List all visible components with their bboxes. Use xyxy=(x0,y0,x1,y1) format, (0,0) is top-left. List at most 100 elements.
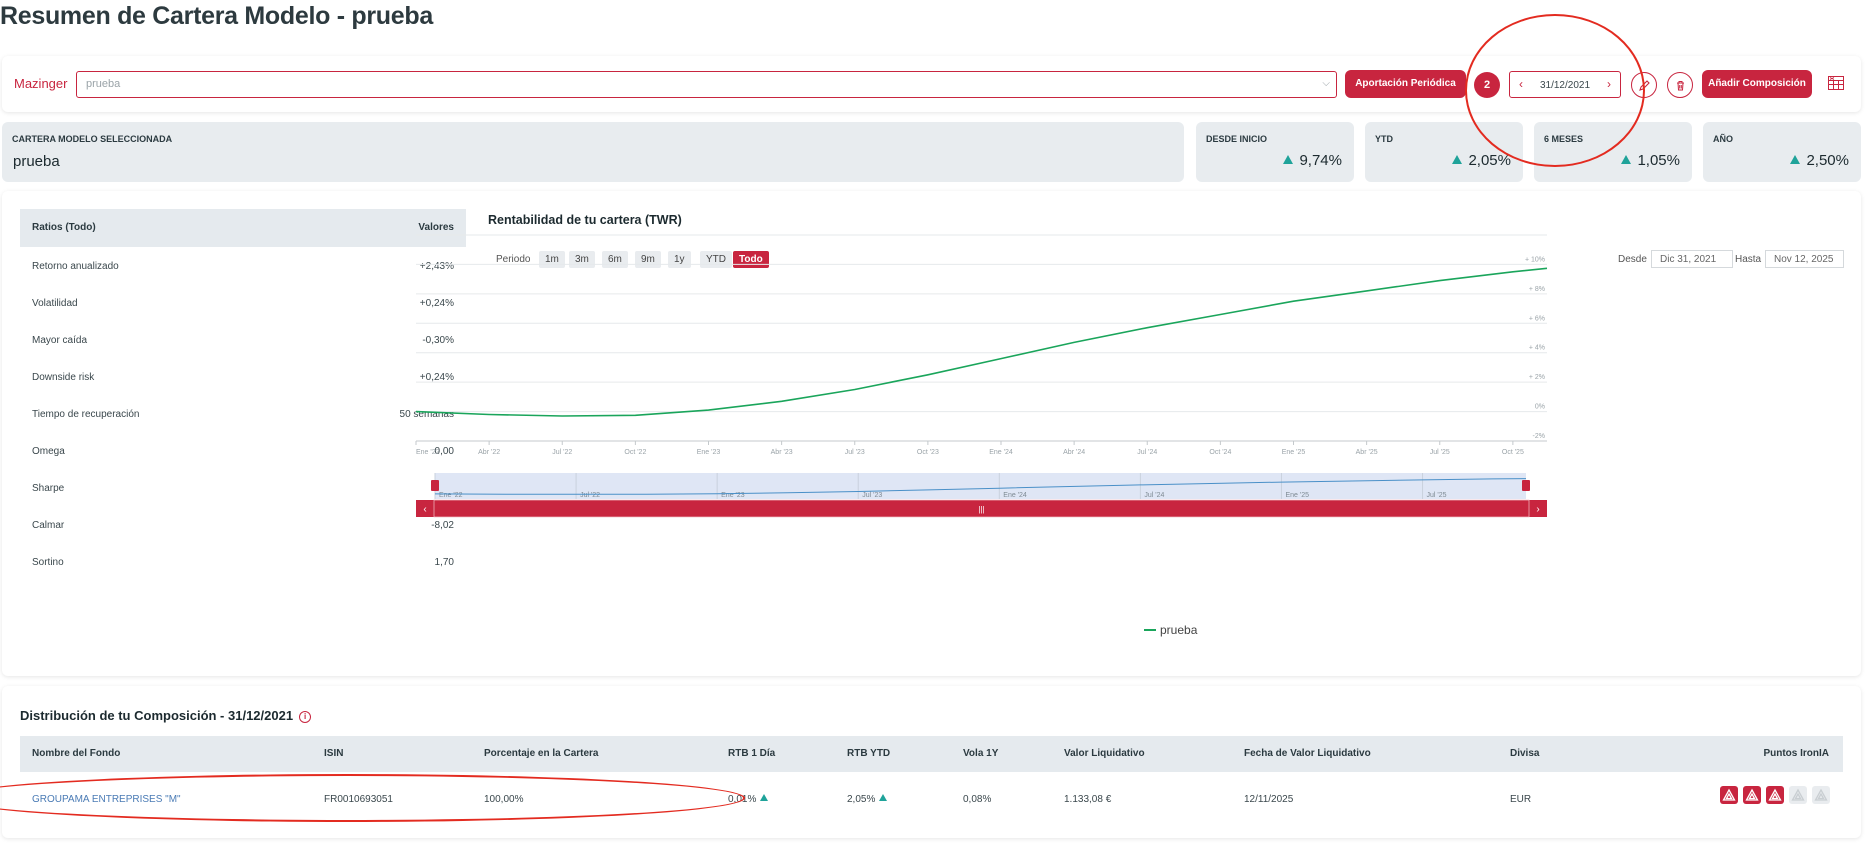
x-tick-label: Abr '24 xyxy=(1063,449,1085,456)
x-tick-label: Ene '25 xyxy=(1282,449,1306,456)
ratio-row: Volatilidad +0,24% xyxy=(20,298,466,318)
stat-card-ytd: YTD 2,05% xyxy=(1365,122,1523,182)
delete-button[interactable] xyxy=(1667,72,1693,98)
navigator-tick-label: Ene '22 xyxy=(439,492,463,499)
ratio-row: Retorno anualizado +2,43% xyxy=(20,261,466,281)
x-tick-label: Ene '22 xyxy=(416,449,440,456)
navigator-tick-label: Ene '23 xyxy=(721,492,745,499)
table-cell-isin: FR0010693051 xyxy=(324,794,393,805)
distribution-title: Distribución de tu Composición - 31/12/2… xyxy=(20,708,312,723)
period-button-9m[interactable]: 9m xyxy=(635,251,661,268)
period-button-6m[interactable]: 6m xyxy=(602,251,628,268)
up-arrow-icon xyxy=(1790,155,1801,164)
composition-date: 31/12/2021 xyxy=(1539,80,1591,91)
selected-portfolio-card: CARTERA MODELO SELECCIONADA prueba xyxy=(2,122,1184,182)
ironia-point-icon xyxy=(1743,786,1761,804)
column-header[interactable]: Porcentaje en la Cartera xyxy=(484,748,599,759)
ratio-label: Mayor caída xyxy=(32,335,88,346)
stat-card-desde-inicio: DESDE INICIO 9,74% xyxy=(1196,122,1354,182)
x-tick-label: Jul '25 xyxy=(1430,449,1450,456)
ratio-label: Tiempo de recuperación xyxy=(32,409,140,420)
ratio-label: Omega xyxy=(32,446,65,457)
navigator-scrollbar-thumb xyxy=(433,499,1530,518)
pencil-icon xyxy=(1639,80,1650,91)
column-header[interactable]: Valor Liquidativo xyxy=(1064,748,1145,759)
selected-portfolio-value: prueba xyxy=(13,153,60,170)
up-arrow-icon xyxy=(1283,155,1294,164)
chart-legend-item[interactable]: prueba xyxy=(1144,623,1197,637)
performance-chart[interactable]: -2% 0% + 2% + 4% + 6% + 8% + 10% Ene '22 Abr '22… xyxy=(2,191,1861,621)
y-tick-label: + 6% xyxy=(1529,315,1545,322)
navigator-handle xyxy=(431,480,439,491)
period-button-ytd[interactable]: YTD xyxy=(700,251,732,268)
x-tick-label: Oct '23 xyxy=(917,449,939,456)
period-button-todo[interactable]: Todo xyxy=(733,251,769,268)
ratio-label: Sharpe xyxy=(32,483,65,494)
scroll-left-arrow: ‹ xyxy=(423,504,426,515)
ironia-point-icon xyxy=(1720,786,1738,804)
excel-export-icon[interactable] xyxy=(1828,76,1844,95)
ratio-row: Omega 0,00 xyxy=(20,446,466,466)
ratio-value: 1,70 xyxy=(434,557,454,568)
x-tick-label: Abr '22 xyxy=(478,449,500,456)
stat-label: YTD xyxy=(1375,134,1393,144)
ratio-row: Tiempo de recuperación 50 semanas xyxy=(20,409,466,429)
page-title: Resumen de Cartera Modelo - prueba xyxy=(0,2,433,30)
stat-label: DESDE INICIO xyxy=(1206,134,1268,144)
portfolio-toolbar: Mazinger prueba ⌵ Aportación Periódica 2… xyxy=(2,56,1861,112)
navigator-handle xyxy=(1522,480,1530,491)
ironia-point-icon xyxy=(1766,786,1784,804)
navigator-tick-label: Jul '22 xyxy=(580,492,600,499)
hasta-input[interactable]: Nov 12, 2025 xyxy=(1765,250,1844,268)
column-header[interactable]: Fecha de Valor Liquidativo xyxy=(1244,748,1371,759)
edit-button[interactable] xyxy=(1631,72,1657,98)
y-tick-label: 0% xyxy=(1535,404,1545,411)
stat-card-6-meses: 6 MESES 1,05% xyxy=(1534,122,1692,182)
x-tick-label: Ene '24 xyxy=(989,449,1013,456)
portfolio-select-value: prueba xyxy=(86,78,121,90)
period-button-3m[interactable]: 3m xyxy=(569,251,595,268)
stat-label: AÑO xyxy=(1713,134,1733,144)
chevron-right-icon[interactable]: › xyxy=(1607,77,1611,91)
column-header[interactable]: RTB YTD xyxy=(847,748,891,759)
date-navigator: ‹ 31/12/2021 › xyxy=(1509,71,1621,98)
x-tick-label: Jul '23 xyxy=(845,449,865,456)
portfolio-select[interactable]: prueba ⌵ xyxy=(76,71,1337,98)
stat-value: 9,74% xyxy=(1283,152,1342,169)
table-cell-rtb1d: 0,01% xyxy=(728,794,769,805)
ratio-value: -0,30% xyxy=(422,335,454,346)
x-tick-label: Abr '23 xyxy=(771,449,793,456)
x-tick-label: Oct '24 xyxy=(1209,449,1231,456)
info-icon[interactable]: i xyxy=(299,711,312,723)
ironia-point-icon xyxy=(1812,786,1830,804)
periodic-contribution-button[interactable]: Aportación Periódica xyxy=(1345,70,1466,98)
period-button-1y[interactable]: 1y xyxy=(668,251,691,268)
ratio-value: -8,02 xyxy=(431,520,454,531)
stat-value: 2,50% xyxy=(1790,152,1849,169)
x-tick-label: Oct '22 xyxy=(624,449,646,456)
table-cell-vl: 1.133,08 € xyxy=(1064,794,1112,805)
add-composition-button[interactable]: Añadir Composición xyxy=(1702,70,1812,98)
ratios-header-values: Valores xyxy=(418,222,454,233)
x-tick-label: Jul '24 xyxy=(1137,449,1157,456)
navigator-tick-label: Jul '23 xyxy=(862,492,882,499)
series-line-prueba xyxy=(415,267,1548,417)
navigator-tick-label: Ene '24 xyxy=(1003,492,1027,499)
chevron-left-icon[interactable]: ‹ xyxy=(1519,77,1523,91)
column-header[interactable]: Puntos IronIA xyxy=(1763,748,1829,759)
column-header[interactable]: RTB 1 Día xyxy=(728,748,776,759)
composition-count-badge[interactable]: 2 xyxy=(1474,72,1500,98)
desde-input[interactable]: Dic 31, 2021 xyxy=(1651,250,1733,268)
navigator-series-line xyxy=(434,478,1527,495)
column-header[interactable]: Nombre del Fondo xyxy=(32,748,121,759)
column-header[interactable]: Divisa xyxy=(1510,748,1540,759)
table-cell-rtbytd: 2,05% xyxy=(847,794,888,805)
column-header[interactable]: Vola 1Y xyxy=(963,748,999,759)
up-arrow-icon xyxy=(1452,155,1463,164)
fund-name-link[interactable]: GROUPAMA ENTREPRISES "M" xyxy=(32,794,181,805)
scrollbar-grip: ||| xyxy=(978,505,984,514)
legend-swatch xyxy=(1144,629,1156,631)
period-button-1m[interactable]: 1m xyxy=(539,251,565,268)
column-header[interactable]: ISIN xyxy=(324,748,344,759)
y-tick-label: + 2% xyxy=(1529,374,1545,381)
